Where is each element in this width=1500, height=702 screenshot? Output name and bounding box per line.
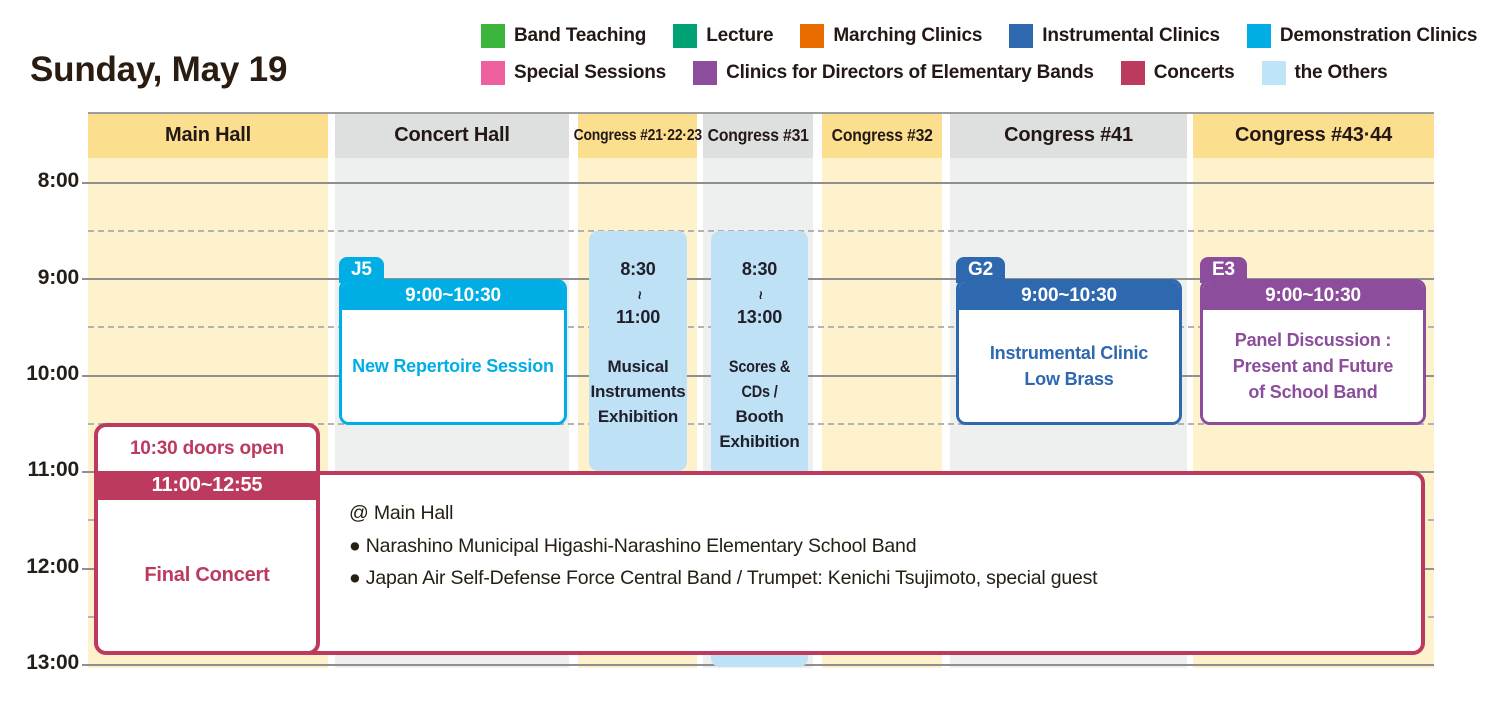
event-title-line: of School Band xyxy=(1248,382,1378,402)
event-start-time: 8:30 xyxy=(741,259,778,279)
grid-top-line xyxy=(88,112,1434,114)
event-instrumental-clinic-low-brass: 9:00~10:30 Instrumental Clinic Low Brass xyxy=(956,279,1182,425)
event-title-line: Exhibition xyxy=(597,407,679,426)
event-time-range: 8:30 ~ 13:00 xyxy=(711,257,808,329)
event-title-line: New Repertoire Session xyxy=(352,356,554,376)
event-title-line: Present and Future xyxy=(1232,356,1394,376)
event-time-band: 11:00~12:55 xyxy=(98,471,316,500)
final-concert-venue: @ Main Hall xyxy=(349,502,454,524)
legend-item-lecture: Lecture xyxy=(673,24,774,48)
legend-label: Instrumental Clinics xyxy=(1042,25,1220,46)
legend-item-elementary-band-clinics: Clinics for Directors of Elementary Band… xyxy=(693,61,1094,85)
final-concert-act: ● Japan Air Self-Defense Force Central B… xyxy=(349,567,1098,589)
hour-line-8 xyxy=(82,182,1434,184)
venue-header-label: Main Hall xyxy=(165,124,251,146)
event-code-tab-g2: G2 xyxy=(956,257,1005,283)
event-title-line: Scores & CDs / xyxy=(728,357,791,401)
doors-open-label: 10:30 doors open xyxy=(129,438,285,459)
time-label-13: 13:00 xyxy=(26,651,79,674)
the-others-swatch xyxy=(1261,61,1286,85)
event-code-tab-j5: J5 xyxy=(339,257,384,283)
event-time-range: 8:30 ~ 11:00 xyxy=(589,257,687,329)
time-label-10: 10:00 xyxy=(26,362,79,385)
elementary-band-clinics-swatch xyxy=(693,61,718,85)
legend-item-special-sessions: Special Sessions xyxy=(481,61,666,85)
schedule-grid: Main Hall Concert Hall Congress #21·22·2… xyxy=(82,112,1434,668)
legend-row-1: Band Teaching Lecture Marching Clinics I… xyxy=(481,22,1478,50)
event-time-band: 9:00~10:30 xyxy=(342,282,564,310)
event-title: Instrumental Clinic Low Brass xyxy=(959,310,1179,422)
legend-label: Band Teaching xyxy=(514,25,647,46)
instrumental-clinics-swatch xyxy=(1009,24,1034,48)
event-title-line: Instrumental Clinic xyxy=(989,343,1149,363)
event-time-band: 9:00~10:30 xyxy=(959,282,1179,310)
event-end-time: 13:00 xyxy=(736,307,783,327)
legend-row-2: Special Sessions Clinics for Directors o… xyxy=(481,59,1477,87)
tilde-separator: ~ xyxy=(630,290,647,300)
event-title-line: Panel Discussion : xyxy=(1234,330,1392,350)
legend-label: Marching Clinics xyxy=(833,25,983,46)
legend: Band Teaching Lecture Marching Clinics I… xyxy=(481,22,1478,96)
marching-clinics-swatch xyxy=(800,24,825,48)
venue-header-label: Congress #41 xyxy=(1004,124,1133,146)
event-title-line: Instruments xyxy=(590,382,686,401)
final-concert-details-text: @ Main Hall ● Narashino Municipal Higash… xyxy=(349,497,1098,595)
page-title: Sunday, May 19 xyxy=(30,50,288,89)
time-label-12: 12:00 xyxy=(26,555,79,578)
tilde-separator: ~ xyxy=(751,290,769,300)
event-title-line: Musical xyxy=(607,357,669,376)
event-time-band: 9:00~10:30 xyxy=(1203,282,1423,310)
event-title-line: Exhibition xyxy=(719,432,800,451)
time-label-11: 11:00 xyxy=(27,458,79,481)
lecture-swatch xyxy=(673,24,698,48)
legend-item-concerts: Concerts xyxy=(1120,61,1235,85)
event-title: Final Concert xyxy=(144,564,270,586)
special-sessions-swatch xyxy=(481,61,505,85)
event-musical-instruments-exhibition: 8:30 ~ 11:00 Musical Instruments Exhibit… xyxy=(589,231,687,471)
venue-header-label: Congress #21·22·23 xyxy=(573,126,702,144)
legend-item-marching-clinics: Marching Clinics xyxy=(800,24,982,48)
event-title: New Repertoire Session xyxy=(342,310,564,422)
venue-header: Concert Hall xyxy=(335,113,569,158)
event-final-concert: 10:30 doors open 11:00~12:55 Final Conce… xyxy=(94,423,320,655)
legend-item-band-teaching: Band Teaching xyxy=(481,24,646,48)
legend-label: Clinics for Directors of Elementary Band… xyxy=(726,62,1094,83)
event-title-line: Low Brass xyxy=(1024,369,1114,389)
legend-item-instrumental-clinics: Instrumental Clinics xyxy=(1009,24,1220,48)
legend-item-demonstration-clinics: Demonstration Clinics xyxy=(1246,24,1478,48)
venue-header: Congress #32 xyxy=(822,113,942,158)
event-title: Scores & CDs / Booth Exhibition xyxy=(711,354,808,454)
event-new-repertoire-session: 9:00~10:30 New Repertoire Session xyxy=(339,279,567,425)
demonstration-clinics-swatch xyxy=(1246,24,1271,48)
event-end-time: 11:00 xyxy=(615,307,661,327)
venue-header: Main Hall xyxy=(88,113,328,158)
legend-item-the-others: the Others xyxy=(1261,61,1388,85)
final-concert-act: ● Narashino Municipal Higashi-Narashino … xyxy=(349,534,917,557)
venue-header-label: Congress #31 xyxy=(707,125,809,145)
legend-label: Demonstration Clinics xyxy=(1279,25,1478,46)
legend-label: Lecture xyxy=(706,25,774,46)
time-label-8: 8:00 xyxy=(37,169,79,192)
venue-header: Congress #43·44 xyxy=(1193,113,1434,158)
legend-label: Special Sessions xyxy=(514,62,667,83)
event-title: Panel Discussion : Present and Future of… xyxy=(1203,310,1423,422)
event-title: Musical Instruments Exhibition xyxy=(589,354,687,429)
venue-header: Congress #41 xyxy=(950,113,1187,158)
event-code-tab-e3: E3 xyxy=(1200,257,1247,283)
venue-header: Congress #31 xyxy=(703,113,813,158)
legend-label: the Others xyxy=(1294,62,1388,83)
concerts-swatch xyxy=(1120,61,1145,85)
event-title-line: Booth xyxy=(735,407,784,426)
band-teaching-swatch xyxy=(481,24,505,48)
venue-header-label: Concert Hall xyxy=(394,124,510,146)
legend-label: Concerts xyxy=(1153,62,1235,83)
venue-header: Congress #21·22·23 xyxy=(573,113,702,158)
event-start-time: 8:30 xyxy=(620,259,656,279)
venue-header-label: Congress #32 xyxy=(831,125,933,145)
venue-header-label: Congress #43·44 xyxy=(1234,124,1393,146)
time-label-9: 9:00 xyxy=(37,266,79,289)
event-panel-discussion: 9:00~10:30 Panel Discussion : Present an… xyxy=(1200,279,1426,425)
